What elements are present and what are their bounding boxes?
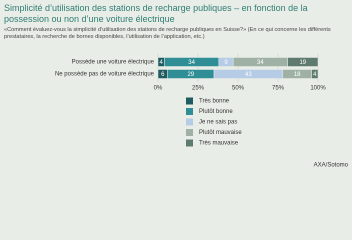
data-label: 18: [294, 72, 301, 78]
data-label: 19: [299, 60, 306, 66]
data-label: 34: [188, 60, 195, 66]
data-label: 34: [257, 60, 264, 66]
legend-swatch: [186, 97, 193, 105]
data-label: 4: [313, 72, 317, 78]
data-label: 9: [224, 60, 228, 66]
legend-label: Très mauvaise: [199, 141, 239, 147]
legend-swatch: [186, 118, 193, 126]
data-label: 43: [245, 72, 252, 78]
x-tick-label: 25%: [192, 86, 205, 92]
bar-segment: [311, 69, 319, 79]
y-tick-label: Possède une voiture électrique: [72, 60, 155, 66]
data-label: 29: [187, 72, 194, 78]
x-tick-label: 0%: [154, 86, 163, 92]
x-tick-label: 50%: [232, 86, 245, 92]
x-tick-label: 75%: [272, 86, 285, 92]
y-tick-label: Ne possède pas de voiture électrique: [55, 72, 155, 78]
legend-label: Très bonne: [199, 99, 230, 105]
legend-label: Plutôt mauvaise: [199, 130, 242, 136]
data-label: 4: [160, 60, 164, 66]
x-tick-label: 100%: [310, 86, 326, 92]
chart-title: Simplicité d’utilisation des stations de…: [4, 3, 308, 24]
legend-label: Je ne sais pas: [199, 120, 237, 126]
bar-segment: [287, 57, 319, 67]
source: AXA/Sotomo: [314, 163, 349, 169]
page: Simplicité d’utilisation des stations de…: [4, 3, 349, 169]
legend-label: Plutôt bonne: [199, 109, 233, 115]
data-label: 6: [161, 72, 165, 78]
chart-subtitle: «Comment évaluez-vous la simplicité d’ut…: [4, 27, 331, 40]
chart: AXA/Sotomo 0% 25% 50% 75% 100% Possède une vo…: [55, 54, 349, 169]
legend-swatch: [186, 139, 193, 147]
legend-swatch: [186, 108, 193, 115]
legend-swatch: [186, 129, 193, 136]
